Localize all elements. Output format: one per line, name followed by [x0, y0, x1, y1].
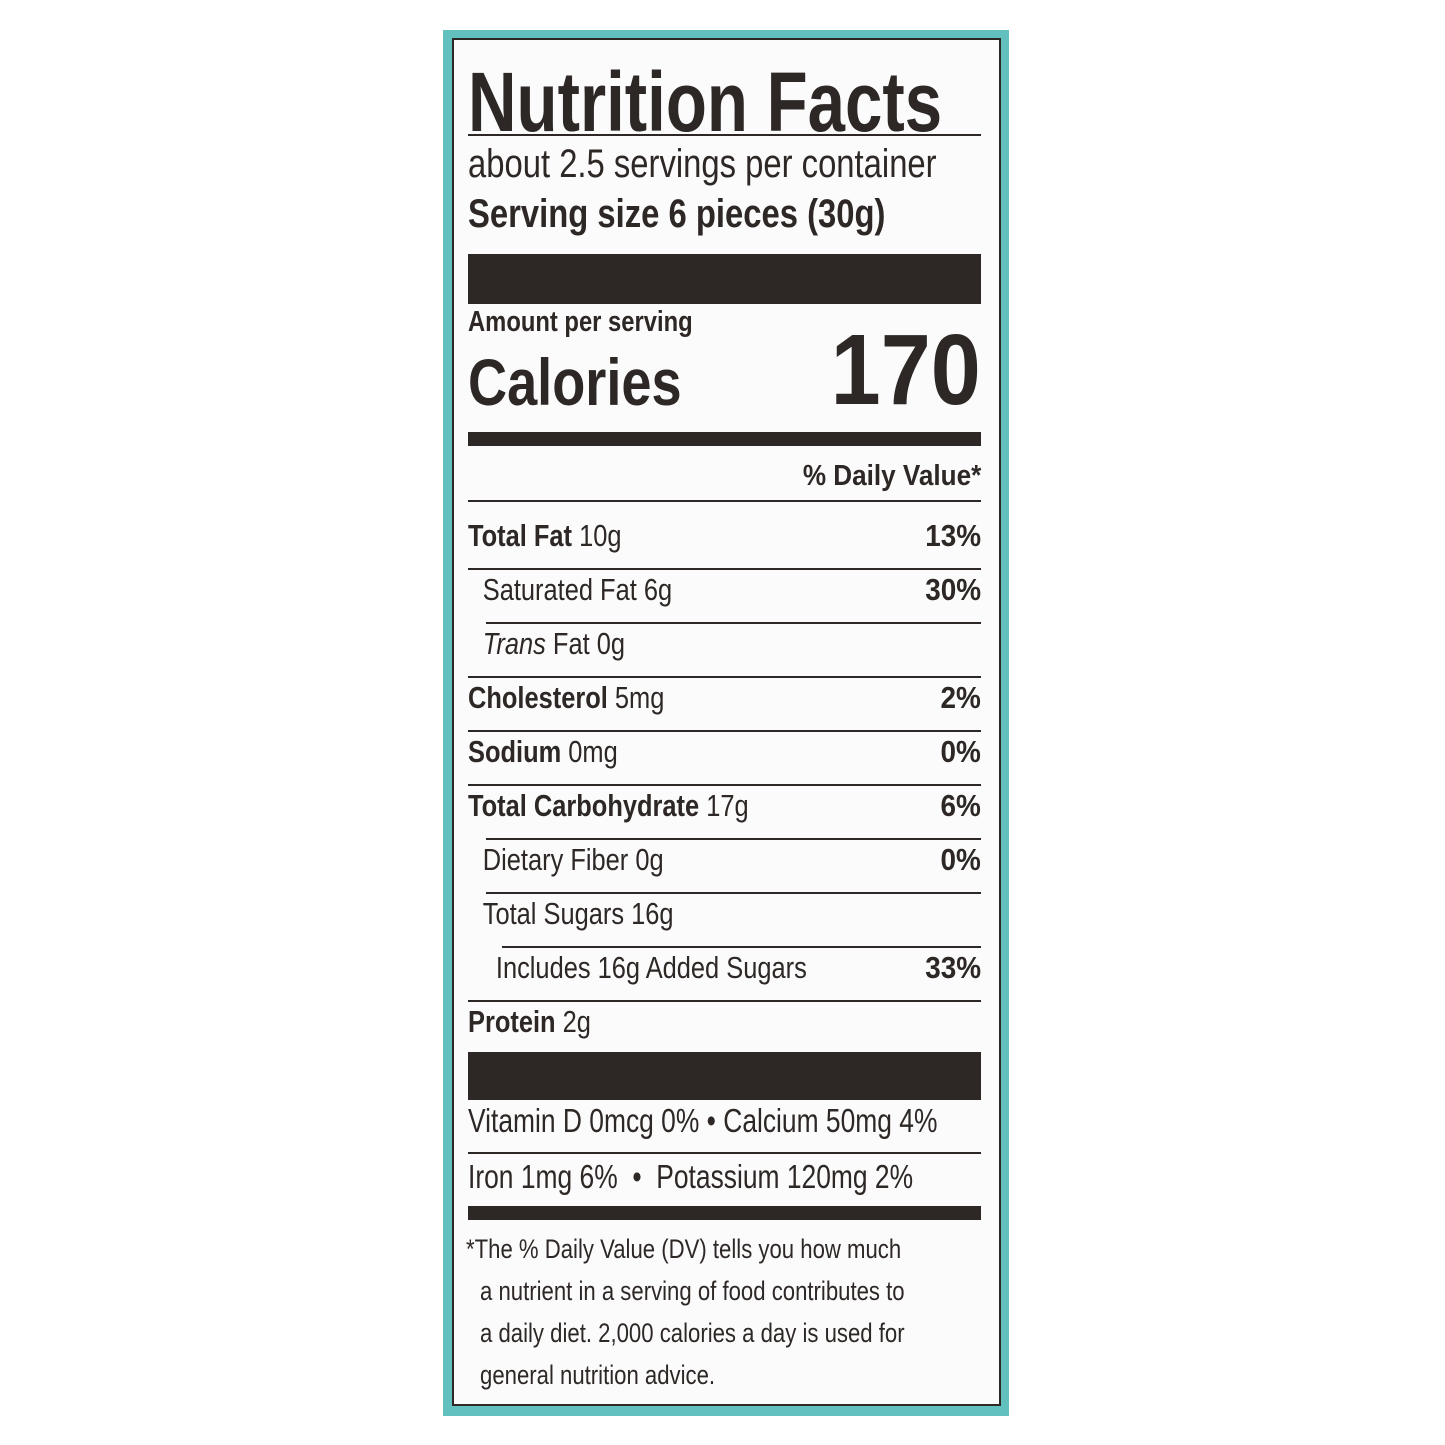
calories-row: Calories 170 [468, 320, 981, 420]
serving-size-text: Serving size 6 pieces (30g) [468, 192, 886, 236]
medium-divider [468, 1206, 981, 1220]
footnote-line: a daily diet. 2,000 calories a day is us… [480, 1318, 998, 1349]
amount-per-serving: Amount per serving [468, 306, 981, 339]
label-text: Trans [482, 626, 546, 661]
label-text: Dietary Fiber 0g [482, 842, 664, 877]
label-text: 5mg [614, 680, 665, 715]
label-text: Saturated Fat 6g [482, 572, 673, 607]
label-text: Total Fat [468, 518, 573, 553]
divider [468, 784, 981, 786]
divider [468, 1152, 981, 1154]
calories-value: 170 [830, 314, 981, 426]
label-text: a nutrient in a serving of food contribu… [480, 1276, 905, 1306]
serving-size: Serving size 6 pieces (30g) [468, 192, 981, 237]
nutrient-row-protein: Protein 2g [468, 1004, 981, 1040]
divider [486, 622, 981, 624]
divider [468, 500, 981, 502]
label-text: Protein [468, 1004, 556, 1039]
calories-label: Calories [468, 345, 682, 419]
label-text: 10g [579, 518, 622, 553]
vitamins-line-1: Vitamin D 0mcg 0% • Calcium 50mg 4% [468, 1102, 981, 1140]
label-text: Total Carbohydrate [468, 788, 700, 823]
label-text: 0% [940, 734, 981, 769]
divider [486, 892, 981, 894]
divider [502, 946, 981, 948]
divider [468, 676, 981, 678]
nutrient-row-sodium: Sodium 0mg 0% [468, 734, 981, 770]
label-text: 17g [706, 788, 749, 823]
divider [468, 1000, 981, 1002]
servings-text: about 2.5 servings per container [468, 142, 937, 186]
label-text: 6% [940, 788, 981, 823]
daily-value-header: % Daily Value* [468, 460, 981, 493]
nutrient-row-dietary-fiber: Dietary Fiber 0g 0% [468, 842, 981, 878]
nutrient-row-saturated-fat: Saturated Fat 6g 30% [468, 572, 981, 608]
nutrition-facts-label: Nutrition Facts about 2.5 servings per c… [452, 38, 1001, 1406]
label-text: Fat 0g [552, 626, 626, 661]
label-text: Includes 16g Added Sugars [495, 950, 807, 985]
footnote-line: general nutrition advice. [480, 1360, 767, 1391]
label-text: 2g [562, 1004, 591, 1039]
title-text: Nutrition Facts [468, 55, 943, 149]
label-text: 2% [940, 680, 981, 715]
daily-value-header-text: % Daily Value* [802, 460, 981, 492]
nutrient-row-total-fat: Total Fat 10g 13% [468, 518, 981, 554]
nutrient-row-added-sugars: Includes 16g Added Sugars 33% [468, 950, 981, 986]
label-text: Iron 1mg 6% • Potassium 120mg 2% [468, 1158, 914, 1195]
label-text: 0mg [568, 734, 618, 769]
label-text: 13% [925, 518, 981, 553]
vitamins-line-2: Iron 1mg 6% • Potassium 120mg 2% [468, 1158, 981, 1196]
label-text: 30% [925, 572, 981, 607]
label-text: Sodium [468, 734, 562, 769]
label-text: 0% [940, 842, 981, 877]
footnote-line: *The % Daily Value (DV) tells you how mu… [466, 1234, 997, 1265]
nutrient-row-total-sugars: Total Sugars 16g [468, 896, 981, 932]
footnote-line: a nutrient in a serving of food contribu… [480, 1276, 998, 1307]
nutrient-row-trans-fat: Trans Fat 0g [468, 626, 981, 662]
servings-per-container: about 2.5 servings per container [468, 142, 981, 187]
label-text: Cholesterol [468, 680, 608, 715]
label-text: 33% [925, 950, 981, 985]
medium-divider [468, 432, 981, 446]
label-text: Total Sugars 16g [482, 896, 674, 931]
divider [468, 134, 981, 136]
nutrient-row-total-carbohydrate: Total Carbohydrate 17g 6% [468, 788, 981, 824]
title: Nutrition Facts [468, 54, 981, 151]
amount-per-serving-text: Amount per serving [468, 306, 693, 338]
divider [468, 568, 981, 570]
label-text: Vitamin D 0mcg 0% • Calcium 50mg 4% [468, 1102, 938, 1139]
thick-divider [468, 254, 981, 304]
nutrient-row-cholesterol: Cholesterol 5mg 2% [468, 680, 981, 716]
divider [486, 838, 981, 840]
thick-divider [468, 1052, 981, 1100]
label-text: general nutrition advice. [480, 1360, 716, 1390]
label-text: a daily diet. 2,000 calories a day is us… [480, 1318, 905, 1348]
label-text: *The % Daily Value (DV) tells you how mu… [466, 1234, 902, 1264]
divider [468, 730, 981, 732]
